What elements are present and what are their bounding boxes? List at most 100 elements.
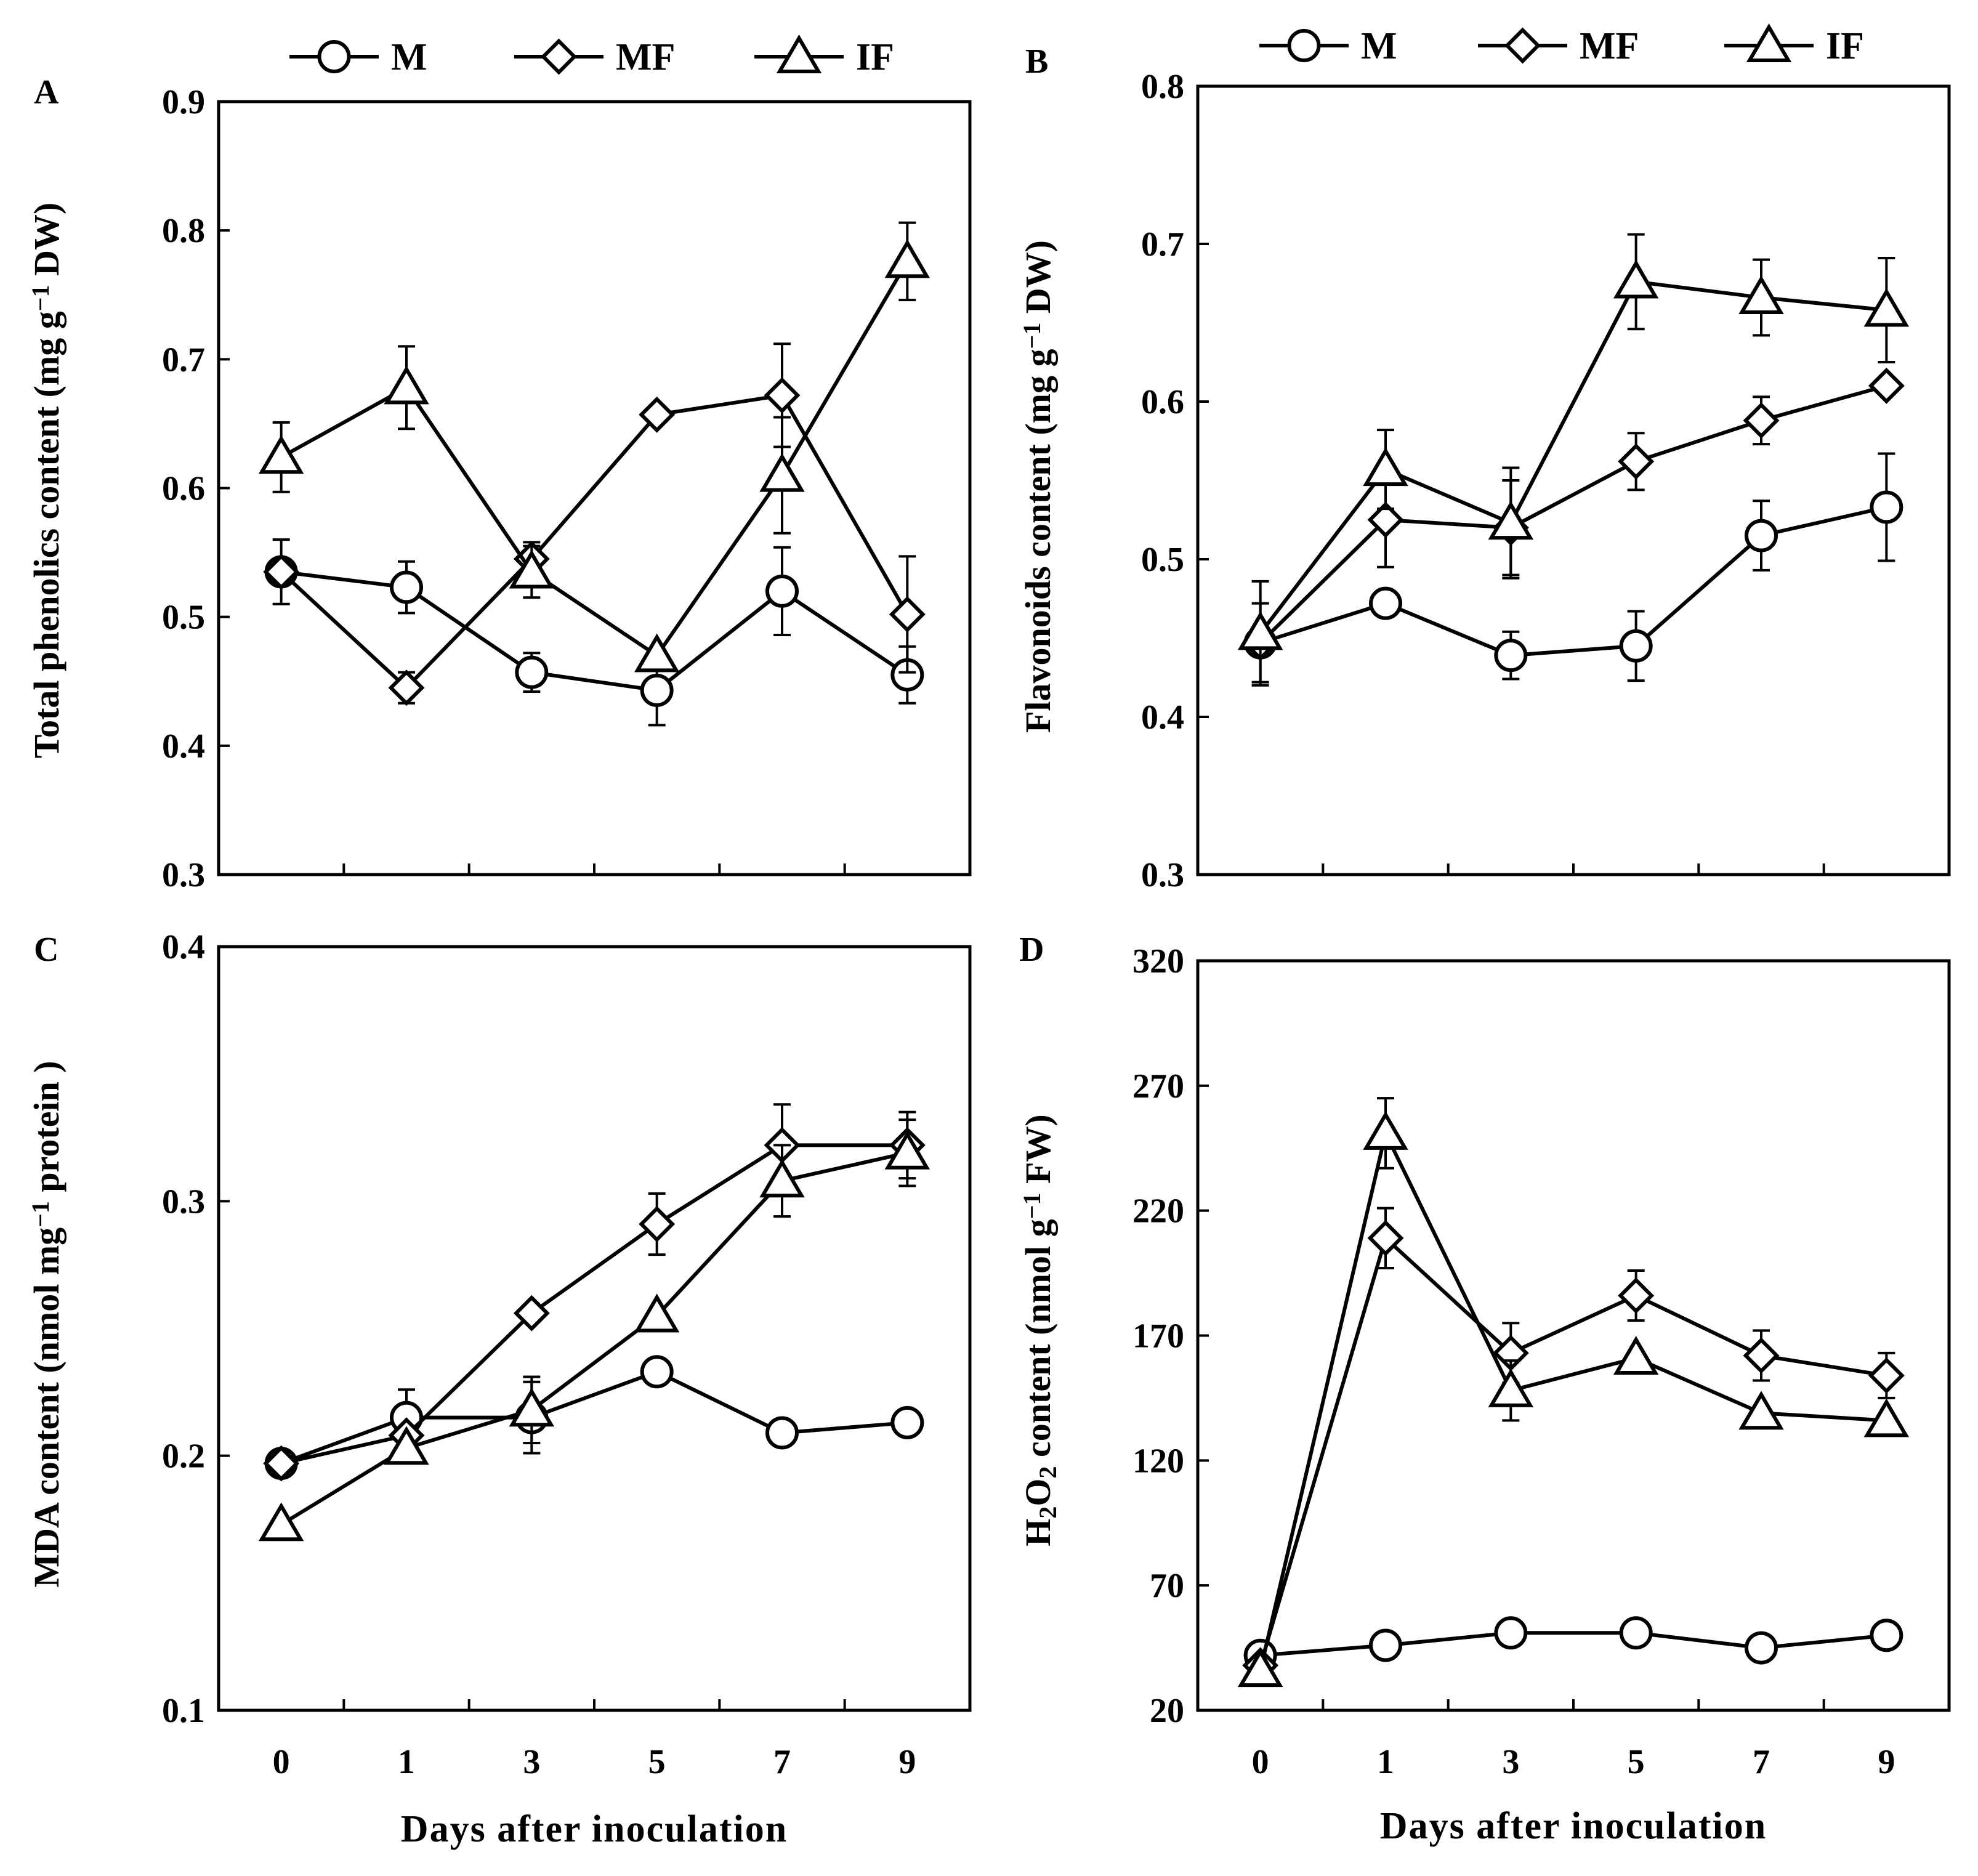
x-tick-label-c: 7 <box>773 1743 791 1781</box>
y-tick-label-b: 0.7 <box>1141 225 1184 264</box>
panel-label-c: C <box>34 931 59 969</box>
data-point-m-marker <box>1745 519 1778 552</box>
y-axis-label-a: Total phenolics content (mg g−1 DW) <box>26 203 67 759</box>
series-line-mf <box>1258 1234 1887 1666</box>
y-tick-label-b: 0.5 <box>1141 541 1184 579</box>
data-point-mf-marker <box>1618 443 1655 480</box>
y-tick-label-d: 220 <box>1132 1192 1184 1231</box>
data-point-if-marker <box>1363 1110 1408 1150</box>
y-tick-label-a: 0.7 <box>162 341 205 379</box>
data-point-m-marker <box>1369 1628 1402 1662</box>
series-line-m <box>280 1370 908 1465</box>
data-point-mf-marker <box>388 669 425 706</box>
series-m-a <box>264 538 924 727</box>
y-tick-label-d: 120 <box>1132 1442 1184 1480</box>
plot-area-b <box>1196 84 1951 876</box>
data-point-if-marker <box>1863 1398 1910 1437</box>
panel-label-d: D <box>1019 931 1044 969</box>
legend-if-marker <box>1746 23 1792 62</box>
data-point-m-marker <box>1494 1616 1528 1650</box>
x-tick-label-c: 1 <box>398 1743 415 1781</box>
data-point-mf-marker <box>1367 1219 1404 1256</box>
legend-mf-label: MF <box>616 36 675 78</box>
y-tick-label-a: 0.6 <box>162 470 205 508</box>
legend-mf-marker <box>1504 27 1541 64</box>
y-tick-label-d: 70 <box>1150 1567 1184 1605</box>
panel-label-a: A <box>34 73 59 111</box>
y-tick-label-c: 0.4 <box>162 928 205 966</box>
series-mf-c <box>263 1103 926 1482</box>
series-line-m <box>1259 505 1887 658</box>
series-line-mf <box>280 393 909 690</box>
y-tick-label-a: 0.5 <box>162 599 205 637</box>
data-point-if-marker <box>884 239 930 278</box>
legend-m-label: M <box>1361 25 1397 67</box>
panel-d: D H2O2 content (nmol g−1 FW) Days after … <box>1018 931 1951 1847</box>
series-line-if <box>1258 1127 1887 1671</box>
x-axis-label-d: Days after inoculation <box>1380 1805 1767 1847</box>
series-mf-d <box>1242 1207 1905 1684</box>
legend-if-label: IF <box>856 36 894 78</box>
y-tick-label-b: 0.8 <box>1141 68 1184 106</box>
x-axis-label-c: Days after inoculation <box>401 1808 788 1850</box>
series-line-if <box>280 1150 908 1526</box>
data-point-m-marker <box>640 673 674 707</box>
y-tick-label-a: 0.8 <box>162 212 205 250</box>
data-point-if-marker <box>634 633 680 673</box>
y-tick-label-d: 20 <box>1150 1692 1184 1730</box>
data-point-mf-marker <box>889 596 926 633</box>
data-point-mf-marker <box>513 1295 550 1332</box>
series-if-a <box>258 221 930 673</box>
data-point-if-marker <box>1613 1336 1659 1375</box>
data-point-m-marker <box>1870 1619 1903 1652</box>
x-tick-label-d: 7 <box>1753 1743 1770 1781</box>
plot-area-c <box>217 945 972 1712</box>
data-point-if-marker <box>1237 1648 1283 1688</box>
data-point-if-marker <box>884 1130 930 1170</box>
data-point-mf-marker <box>1868 367 1905 404</box>
data-point-if-marker <box>509 1388 555 1427</box>
y-tick-label-d: 170 <box>1132 1317 1184 1356</box>
y-axis-label-d: H2O2 content (nmol g−1 FW) <box>1018 1114 1062 1546</box>
series-m-d <box>1243 1616 1903 1672</box>
series-if-c <box>258 1118 930 1542</box>
series-line-if <box>280 260 909 658</box>
data-point-mf-marker <box>263 1445 300 1482</box>
data-point-mf-marker <box>764 377 801 414</box>
data-point-m-marker <box>1745 1631 1778 1665</box>
legend-mf-marker <box>541 38 577 75</box>
data-point-if-marker <box>1488 501 1534 540</box>
legend-b: M MF IF <box>1259 23 1864 67</box>
data-point-m-marker <box>765 1416 799 1450</box>
x-tick-label-d: 9 <box>1878 1743 1895 1781</box>
data-point-mf-marker <box>639 396 676 433</box>
data-point-m-marker <box>640 1355 674 1389</box>
legend-if-label: IF <box>1826 25 1864 67</box>
data-point-m-marker <box>390 570 423 604</box>
panel-a: A Total phenolics content (mg g−1 DW) M M… <box>26 34 972 894</box>
data-point-if-marker <box>1738 275 1784 315</box>
data-point-mf-marker <box>1743 402 1780 439</box>
data-point-mf-marker <box>1868 1357 1905 1394</box>
panel-b: B Flavonoids content (mg g−1 DW) M MF IF 0… <box>1018 23 1951 894</box>
data-point-if-marker <box>384 1426 429 1465</box>
y-tick-label-d: 270 <box>1132 1067 1184 1106</box>
legend-m-marker <box>317 40 351 73</box>
data-point-mf-marker <box>1743 1337 1780 1374</box>
series-if-b <box>1237 233 1910 687</box>
y-tick-label-c: 0.1 <box>162 1692 205 1730</box>
plot-area-d <box>1196 959 1951 1712</box>
data-point-m-marker <box>1619 629 1653 663</box>
data-point-m-marker <box>515 655 549 689</box>
y-axis-label-c: MDA content (nmol mg−1 protein ) <box>26 1061 67 1587</box>
data-point-m-marker <box>1494 639 1528 673</box>
y-tick-label-d: 320 <box>1132 942 1184 980</box>
data-point-mf-marker <box>1367 501 1404 538</box>
data-point-mf-marker <box>1618 1277 1655 1314</box>
x-tick-label-d: 1 <box>1377 1743 1394 1781</box>
data-point-m-marker <box>765 574 799 608</box>
legend-m-label: M <box>391 36 427 78</box>
data-point-if-marker <box>634 1293 680 1333</box>
data-point-mf-marker <box>639 1206 676 1242</box>
